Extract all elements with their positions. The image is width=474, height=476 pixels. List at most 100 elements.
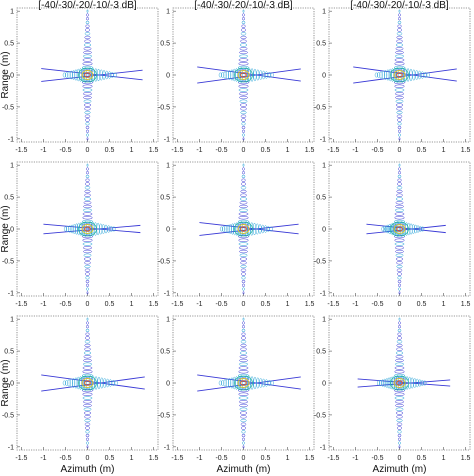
range-lobe-contour: [86, 441, 89, 445]
range-lobe-contour: [82, 392, 93, 396]
range-lobe-contour: [85, 430, 90, 434]
x-tick-label: 1: [130, 147, 134, 154]
x-tick-label: 0: [398, 301, 402, 308]
range-lobe-contour: [84, 107, 91, 111]
y-tick-label: 1: [322, 9, 326, 16]
range-lobe-contour: [83, 103, 92, 107]
azimuth-sidelobe-contour: [393, 222, 397, 236]
range-lobe-contour: [238, 65, 249, 70]
range-lobe-contour: [83, 257, 92, 261]
azimuth-sidelobe-contour: [395, 374, 399, 392]
range-lobe-contour: [83, 95, 92, 100]
azimuth-sidelobe-contour: [411, 224, 415, 234]
range-lobe-contour: [241, 433, 246, 438]
azimuth-sidelobe-contour: [65, 72, 69, 78]
range-lobe-contour: [84, 32, 91, 36]
contour-minus3db: [240, 226, 247, 232]
range-lobe-contour: [240, 35, 247, 40]
azimuth-sidelobe-contour: [239, 66, 243, 84]
x-tick-label: -1: [196, 147, 202, 154]
range-lobe-contour: [83, 47, 92, 51]
range-lobe-contour: [86, 9, 89, 13]
range-lobe-contour: [398, 133, 401, 137]
x-tick-label: 0.5: [105, 147, 115, 154]
x-tick-label: 0.5: [261, 301, 271, 308]
range-lobe-contour: [86, 17, 89, 21]
range-lobe-contour: [239, 99, 248, 103]
x-tick-label: -0.5: [215, 455, 227, 462]
range-lobe-contour: [394, 362, 405, 366]
range-lobe-contour: [395, 351, 404, 355]
x-axis-label: Azimuth (m): [217, 464, 271, 475]
contour-minus3db: [84, 72, 91, 78]
range-lobe-contour: [398, 321, 401, 325]
azimuth-sidelobe-contour: [63, 226, 67, 232]
azimuth-sidelobe-contour: [391, 376, 395, 390]
range-lobe-contour: [85, 336, 90, 340]
y-tick-label: 0.5: [160, 41, 170, 48]
x-tick-label: -1.5: [327, 301, 339, 308]
x-tick-label: -1.5: [15, 301, 27, 308]
azimuth-sidelobe-contour: [66, 226, 70, 232]
y-tick-label: 1: [322, 317, 326, 324]
range-lobe-contour: [85, 332, 90, 336]
range-lobe-contour: [396, 418, 403, 423]
y-tick-label: 0.5: [4, 41, 14, 48]
range-lobe-contour: [240, 114, 247, 118]
x-tick-label: 1.5: [149, 455, 159, 462]
x-tick-label: 0: [86, 455, 90, 462]
range-lobe-contour: [396, 268, 403, 272]
range-lobe-contour: [238, 246, 249, 250]
range-lobe-contour: [395, 407, 404, 411]
range-lobe-contour: [241, 125, 246, 130]
range-lobe-contour: [242, 13, 245, 17]
azimuth-sidelobe-contour: [386, 69, 390, 81]
x-tick-label: -1: [352, 455, 358, 462]
range-lobe-contour: [394, 84, 405, 88]
range-lobe-contour: [242, 167, 245, 171]
y-tick-label: -1: [8, 136, 14, 143]
plot-frame: [16, 7, 159, 143]
range-lobe-contour: [239, 50, 248, 55]
range-lobe-contour: [82, 54, 93, 58]
range-lobe-contour: [85, 20, 90, 25]
azimuth-lobe-contour: [357, 379, 451, 388]
plot-frame: [172, 7, 315, 143]
range-lobe-contour: [82, 366, 93, 370]
range-lobe-contour: [396, 340, 403, 344]
range-lobe-contour: [86, 437, 89, 441]
azimuth-sidelobe-contour: [239, 374, 243, 392]
y-tick-label: 1: [10, 317, 14, 324]
range-lobe-contour: [241, 20, 246, 25]
azimuth-sidelobe-contour: [111, 380, 115, 386]
range-lobe-contour: [239, 197, 248, 201]
range-lobe-contour: [398, 163, 401, 167]
y-tick-label: 1: [10, 163, 14, 170]
x-tick-label: 1.5: [461, 301, 471, 308]
azimuth-lobe-contour: [366, 224, 446, 235]
range-lobe-contour: [240, 418, 247, 423]
range-lobe-contour: [242, 291, 245, 295]
contour-minus10db: [393, 70, 406, 80]
range-lobe-contour: [86, 317, 89, 321]
y-tick-label: 1: [10, 9, 14, 16]
range-lobe-contour: [84, 35, 91, 40]
y-tick-label: -0.5: [2, 258, 14, 265]
y-tick-label: 0: [166, 227, 170, 234]
azimuth-sidelobe-contour: [389, 223, 393, 235]
azimuth-sidelobe-contour: [218, 380, 222, 386]
range-lobe-contour: [85, 182, 90, 186]
range-lobe-contour: [82, 208, 93, 212]
range-lobe-contour: [238, 400, 249, 404]
range-lobe-contour: [85, 178, 90, 182]
y-tick-label: 1: [166, 9, 170, 16]
x-axis-label: Azimuth (m): [61, 464, 115, 475]
x-tick-label: 1: [130, 301, 134, 308]
azimuth-sidelobe-contour: [377, 380, 381, 386]
azimuth-lobe-contour: [366, 223, 446, 234]
azimuth-sidelobe-contour: [250, 376, 254, 390]
y-tick-label: 0.5: [316, 195, 326, 202]
contour-minus10db: [237, 70, 250, 80]
azimuth-sidelobe-contour: [83, 220, 87, 238]
